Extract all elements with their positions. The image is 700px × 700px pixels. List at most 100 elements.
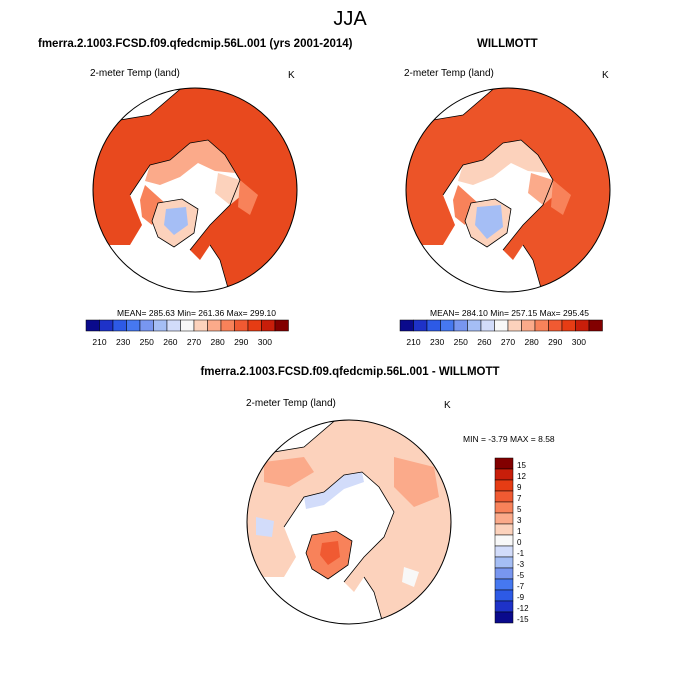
panel-2-colorbar-swatch	[426, 319, 441, 332]
panel-2-colorbar-swatch	[413, 319, 428, 332]
panel-1-colorbar-swatch	[274, 319, 289, 332]
panel-1-map-border	[92, 87, 298, 293]
panel-1-map	[92, 87, 298, 293]
panel-2-stats: MEAN= 284.10 Min= 257.15 Max= 295.45	[430, 308, 590, 318]
panel-2-field	[406, 88, 610, 292]
panel-2-colorbar-label: 290	[548, 337, 562, 347]
panel-2-colorbar-swatch	[494, 319, 509, 332]
panel-2-colorbar-swatch	[467, 319, 482, 332]
panel-1-colorbar-swatch	[166, 319, 181, 332]
panel-3-field	[247, 420, 451, 624]
panel-1-colorbar-label: 250	[140, 337, 154, 347]
panel-3-colorbar-swatch	[494, 468, 514, 481]
panel-2-title: WILLMOTT	[477, 38, 538, 50]
panel-1-colorbar-label: 300	[258, 337, 272, 347]
panel-3-colorbar-label: 3	[517, 516, 522, 525]
panel-3-colorbar-label: -15	[517, 615, 529, 624]
panel-1-colorbar-swatch	[126, 319, 141, 332]
panel-1-colorbar-swatch	[247, 319, 262, 332]
panel-2-colorbar-label: 250	[454, 337, 468, 347]
panel-1-colorbar: 210 230 250 260 270 280 290 300	[85, 319, 289, 347]
panel-3-colorbar-swatch	[494, 556, 514, 569]
panel-1-colorbar-label: 280	[211, 337, 225, 347]
figure-title: JJA	[333, 8, 367, 30]
panel-3-colorbar-swatch	[494, 589, 514, 602]
panel-3-colorbar-label: 5	[517, 505, 522, 514]
panel-2-colorbar-label: 280	[525, 337, 539, 347]
panel-3-colorbar-swatch	[494, 479, 514, 492]
panel-1-colorbar-swatch	[180, 319, 195, 332]
panel-3-colorbar-label: -12	[517, 604, 529, 613]
panel-1-colorbar-swatch	[220, 319, 235, 332]
panel-1-colorbar-label: 290	[234, 337, 248, 347]
panel-3-map	[246, 419, 452, 625]
panel-3-colorbar-swatch	[494, 600, 514, 613]
panel-2-colorbar-swatch	[588, 319, 603, 332]
panel-2-colorbar: 210 230 250 260 270 280 290 300	[399, 319, 603, 347]
panel-1-field	[93, 88, 297, 292]
panel-3-map-border	[246, 419, 452, 625]
panel-3-variable: 2-meter Temp (land)	[246, 398, 336, 409]
panel-3-colorbar: 15 12 9 7 5 3 1 0 -1 -3 -5 -7 -9 -12 -15	[494, 457, 529, 624]
panel-1-colorbar-swatch	[234, 319, 249, 332]
panel-3-colorbar-swatch	[494, 512, 514, 525]
panel-2-colorbar-swatch	[561, 319, 576, 332]
panel-3-colorbar-swatch	[494, 501, 514, 514]
panel-3-colorbar-label: 1	[517, 527, 522, 536]
panel-1-colorbar-swatch	[85, 319, 100, 332]
panel-2-map-border	[405, 87, 611, 293]
panel-1-colorbar-swatch	[153, 319, 168, 332]
panel-3-colorbar-swatch	[494, 457, 514, 470]
panel-3-colorbar-label: 12	[517, 472, 526, 481]
panel-3-colorbar-swatch	[494, 545, 514, 558]
panel-1-colorbar-label: 260	[163, 337, 177, 347]
panel-3-colorbar-label: -7	[517, 582, 525, 591]
panel-1-colorbar-swatch	[207, 319, 222, 332]
panel-1-variable: 2-meter Temp (land)	[90, 68, 180, 79]
panel-3-coastlines	[247, 420, 395, 624]
panel-1-colorbar-swatch	[112, 319, 127, 332]
panel-2-colorbar-label: 210	[406, 337, 420, 347]
panel-2-colorbar-swatch	[575, 319, 590, 332]
panel-3-colorbar-label: -3	[517, 560, 525, 569]
panel-2-colorbar-swatch	[534, 319, 549, 332]
panel-1-colorbar-label: 270	[187, 337, 201, 347]
panel-3-units: K	[444, 400, 451, 411]
panel-2-colorbar-label: 230	[430, 337, 444, 347]
panel-3-colorbar-label: 0	[517, 538, 522, 547]
panel-3-colorbar-label: -1	[517, 549, 525, 558]
panel-1-colorbar-label: 230	[116, 337, 130, 347]
panel-1-colorbar-swatch	[99, 319, 114, 332]
panel-1-colorbar-swatch	[139, 319, 154, 332]
panel-2-variable: 2-meter Temp (land)	[404, 68, 494, 79]
panel-1-units: K	[288, 70, 295, 81]
panel-3-colorbar-label: 7	[517, 494, 522, 503]
panel-3-colorbar-swatch	[494, 490, 514, 503]
panel-2-colorbar-label: 270	[501, 337, 515, 347]
panel-3-colorbar-swatch	[494, 611, 514, 624]
panel-3-colorbar-swatch	[494, 567, 514, 580]
panel-2-map	[405, 87, 611, 293]
panel-2-colorbar-swatch	[399, 319, 414, 332]
panel-3-colorbar-label: 9	[517, 483, 522, 492]
panel-2-colorbar-label: 300	[572, 337, 586, 347]
panel-3-colorbar-swatch	[494, 523, 514, 536]
panel-1-stats: MEAN= 285.63 Min= 261.36 Max= 299.10	[117, 308, 277, 318]
panel-3-colorbar-label: -9	[517, 593, 525, 602]
panel-2-colorbar-swatch	[548, 319, 563, 332]
panel-2-colorbar-swatch	[507, 319, 522, 332]
panel-3-colorbar-label: 15	[517, 461, 526, 470]
panel-2-units: K	[602, 70, 609, 81]
panel-3-colorbar-label: -5	[517, 571, 525, 580]
panel-3-stats: MIN = -3.79 MAX = 8.58	[463, 434, 555, 444]
panel-3-title: fmerra.2.1003.FCSD.f09.qfedcmip.56L.001 …	[200, 366, 500, 378]
panel-1-colorbar-label: 210	[92, 337, 106, 347]
panel-2-colorbar-swatch	[480, 319, 495, 332]
panel-1-colorbar-swatch	[193, 319, 208, 332]
panel-2-colorbar-swatch	[521, 319, 536, 332]
panel-2-colorbar-swatch	[440, 319, 455, 332]
panel-3-colorbar-swatch	[494, 578, 514, 591]
panel-2-colorbar-swatch	[453, 319, 468, 332]
panel-3-colorbar-swatch	[494, 534, 514, 547]
panel-1-colorbar-swatch	[261, 319, 276, 332]
